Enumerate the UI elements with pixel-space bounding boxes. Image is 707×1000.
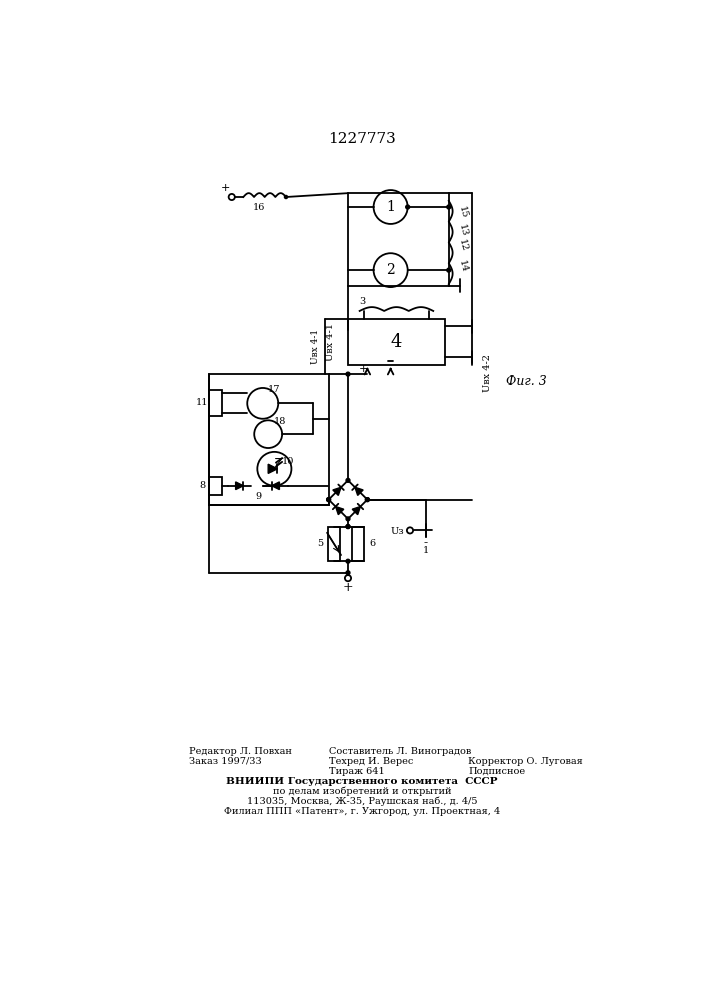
Text: Uвх 4-1: Uвх 4-1	[311, 329, 320, 364]
Text: 17: 17	[268, 385, 281, 394]
Text: Тираж 641: Тираж 641	[329, 767, 385, 776]
Circle shape	[345, 575, 351, 581]
Circle shape	[284, 195, 288, 199]
Bar	[209, 389, 223, 416]
Polygon shape	[336, 507, 344, 515]
Text: 8: 8	[199, 481, 205, 490]
Circle shape	[255, 420, 282, 448]
Text: Составитель Л. Виноградов: Составитель Л. Виноградов	[329, 747, 471, 756]
Circle shape	[327, 498, 331, 502]
Circle shape	[373, 190, 408, 224]
Circle shape	[373, 253, 408, 287]
Bar	[328, 527, 340, 561]
Text: Фиг. 3: Фиг. 3	[506, 375, 547, 388]
Bar	[209, 374, 329, 505]
Polygon shape	[352, 507, 361, 515]
Circle shape	[346, 525, 350, 528]
Circle shape	[346, 559, 350, 563]
Text: 1: 1	[386, 200, 395, 214]
Text: +: +	[359, 364, 368, 374]
Circle shape	[346, 517, 350, 521]
Polygon shape	[355, 487, 363, 495]
Text: 10: 10	[282, 457, 295, 466]
Text: Филиал ППП «Патент», г. Ужгород, ул. Проектная, 4: Филиал ППП «Патент», г. Ужгород, ул. Про…	[224, 807, 500, 816]
Circle shape	[257, 452, 291, 486]
Text: 18: 18	[274, 417, 286, 426]
Bar	[352, 527, 364, 561]
Text: 11: 11	[196, 398, 209, 407]
Text: -: -	[423, 536, 428, 549]
Text: Uвх 4-1: Uвх 4-1	[327, 323, 335, 361]
Circle shape	[366, 498, 369, 502]
Text: Техред И. Верес: Техред И. Верес	[329, 757, 413, 766]
Text: Редактор Л. Повхан: Редактор Л. Повхан	[189, 747, 292, 756]
Text: 12: 12	[457, 238, 469, 253]
Polygon shape	[235, 482, 243, 490]
Text: 14: 14	[457, 259, 469, 274]
Circle shape	[366, 498, 369, 502]
Text: по делам изобретений и открытий: по делам изобретений и открытий	[273, 787, 451, 796]
Circle shape	[346, 478, 350, 482]
Circle shape	[407, 527, 413, 533]
Text: 13: 13	[457, 223, 469, 237]
Polygon shape	[333, 487, 341, 495]
Text: 2: 2	[386, 263, 395, 277]
Text: ВНИИПИ Государственного комитета  СССР: ВНИИПИ Государственного комитета СССР	[226, 777, 498, 786]
Text: 1227773: 1227773	[328, 132, 396, 146]
Text: 1: 1	[422, 546, 428, 555]
Text: 15: 15	[457, 205, 469, 220]
Text: 3: 3	[360, 297, 366, 306]
Text: 6: 6	[369, 539, 375, 548]
Text: 113035, Москва, Ж-35, Раушская наб., д. 4/5: 113035, Москва, Ж-35, Раушская наб., д. …	[247, 797, 477, 806]
Bar	[348, 319, 445, 365]
Circle shape	[447, 268, 450, 272]
Text: 5: 5	[317, 539, 323, 548]
Text: 9: 9	[255, 492, 261, 501]
Circle shape	[406, 205, 409, 209]
Text: Заказ 1997/33: Заказ 1997/33	[189, 757, 262, 766]
Circle shape	[447, 205, 450, 209]
Polygon shape	[268, 464, 277, 473]
Text: Подписное: Подписное	[468, 767, 525, 776]
Circle shape	[228, 194, 235, 200]
Text: Uз: Uз	[390, 527, 404, 536]
Circle shape	[327, 498, 331, 502]
Circle shape	[346, 525, 350, 528]
Bar	[209, 477, 223, 495]
Text: Uвх 4-2: Uвх 4-2	[483, 354, 492, 392]
Text: +: +	[343, 581, 354, 594]
Circle shape	[247, 388, 279, 419]
Text: 4: 4	[390, 333, 402, 351]
Circle shape	[346, 571, 350, 575]
Text: Корректор О. Луговая: Корректор О. Луговая	[468, 757, 583, 766]
Text: +: +	[221, 183, 230, 193]
Polygon shape	[271, 482, 279, 490]
Text: 16: 16	[252, 203, 265, 212]
Circle shape	[346, 372, 350, 376]
